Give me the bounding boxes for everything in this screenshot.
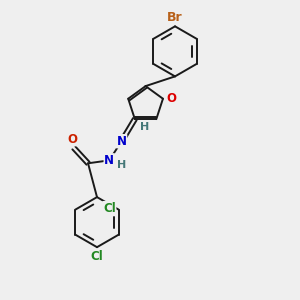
Text: N: N	[104, 154, 114, 167]
Text: Cl: Cl	[103, 202, 116, 215]
Text: H: H	[117, 160, 126, 170]
Text: O: O	[68, 133, 77, 146]
Text: Cl: Cl	[91, 250, 103, 263]
Text: Br: Br	[167, 11, 183, 24]
Text: N: N	[117, 135, 127, 148]
Text: H: H	[140, 122, 149, 132]
Text: O: O	[167, 92, 176, 105]
